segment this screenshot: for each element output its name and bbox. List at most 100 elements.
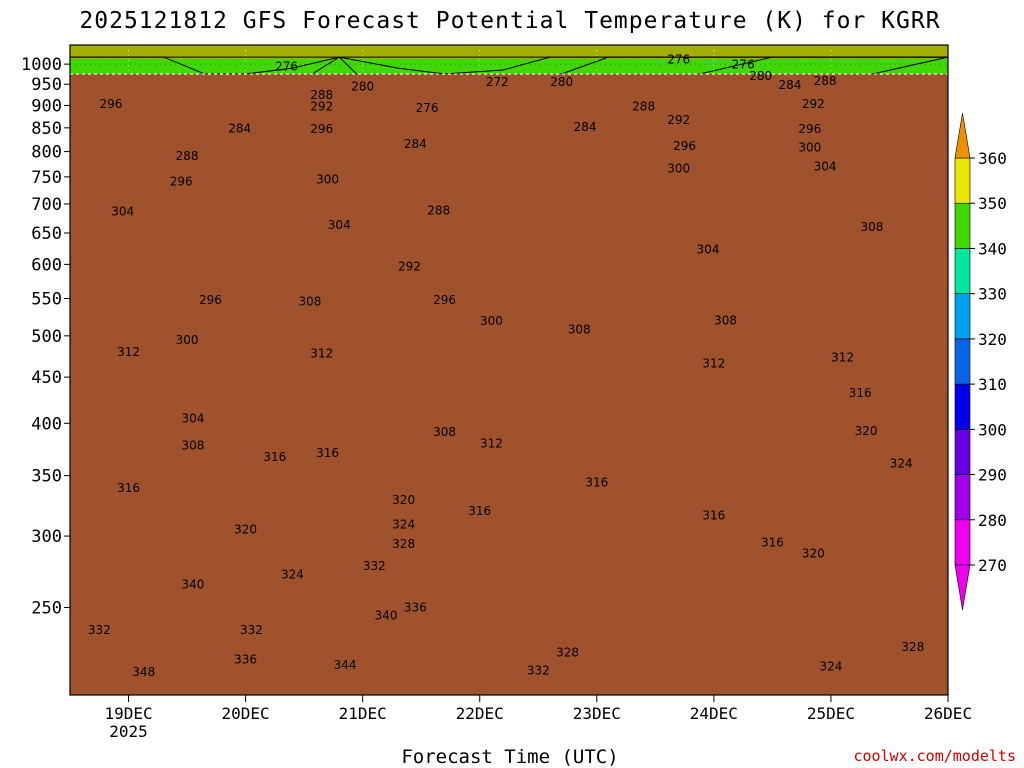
colorbar-label: 290 (978, 466, 1007, 485)
contour-label: 292 (802, 97, 825, 111)
credit-link[interactable]: coolwx.com/modelts (853, 747, 1016, 765)
contour-label: 340 (181, 578, 204, 592)
y-tick-label: 750 (31, 168, 62, 188)
contour-label: 328 (556, 645, 579, 659)
colorbar-segment-340 (954, 202, 971, 249)
contour-label: 296 (798, 122, 821, 136)
contour-label: 348 (132, 665, 155, 679)
contour-label: 316 (849, 386, 872, 400)
y-tick-label: 400 (31, 414, 62, 434)
colorbar-label: 350 (978, 194, 1007, 213)
contour-label: 304 (697, 243, 720, 257)
contour-label: 324 (281, 567, 304, 581)
contour-label: 284 (779, 78, 802, 92)
contour-label: 296 (310, 122, 333, 136)
contour-label: 316 (117, 481, 140, 495)
contour-label: 312 (310, 346, 333, 360)
y-tick-label: 650 (31, 224, 62, 244)
colorbar-segment-320 (954, 293, 971, 340)
colorbar-segment-270 (954, 519, 971, 566)
contour-label: 320 (392, 493, 415, 507)
y-tick-label: 550 (31, 289, 62, 309)
y-tick-label: 800 (31, 143, 62, 163)
x-tick-label: 25DEC (807, 704, 855, 723)
contour-label: 272 (486, 75, 509, 89)
y-tick-label: 850 (31, 119, 62, 139)
contour-label: 280 (351, 80, 374, 94)
colorbar-low-arrow (954, 564, 971, 611)
y-tick-label: 600 (31, 255, 62, 275)
colorbar-segment-310 (954, 338, 971, 385)
y-tick-label: 500 (31, 327, 62, 347)
contour-label: 316 (468, 504, 491, 518)
x-tick-label: 26DEC (924, 704, 972, 723)
colorbar: 270 280 290 300 310 320 330 340 350 360 (954, 112, 1007, 611)
colorbar-high-arrow (954, 112, 971, 159)
contour-label: 320 (802, 546, 825, 560)
contour-label: 276 (667, 52, 690, 66)
colorbar-segment-280 (954, 474, 971, 521)
contour-label: 284 (404, 137, 427, 151)
contour-label: 296 (199, 293, 222, 307)
contour-label: 316 (761, 536, 784, 550)
colorbar-label: 320 (978, 330, 1007, 349)
contour-label: 312 (480, 436, 503, 450)
theta-band-cap (70, 45, 948, 59)
contour-label: 276 (275, 59, 298, 73)
contour-label: 296 (100, 97, 123, 111)
contour-label: 316 (316, 446, 339, 460)
contour-label: 320 (855, 424, 878, 438)
terrain (70, 73, 948, 695)
contour-label: 288 (310, 88, 333, 102)
contour-label: 324 (392, 517, 415, 531)
x-tick-label: 21DEC (339, 704, 387, 723)
y-tick-label: 700 (31, 195, 62, 215)
contour-label: 300 (798, 141, 821, 155)
colorbar-segment-350 (954, 157, 971, 204)
contour-label: 332 (240, 623, 263, 637)
contour-label: 316 (702, 509, 725, 523)
contour-label: 336 (404, 601, 427, 615)
contour-label: 296 (433, 293, 456, 307)
colorbar-segment-330 (954, 248, 971, 294)
contour-label: 288 (176, 149, 199, 163)
contour-label: 284 (574, 120, 597, 134)
contour-label: 276 (732, 58, 755, 72)
x-tick-label: 23DEC (573, 704, 621, 723)
y-tick-label: 250 (31, 599, 62, 619)
colorbar-segment-300 (954, 383, 971, 430)
contour-label: 312 (831, 351, 854, 365)
contour-label: 340 (375, 608, 398, 622)
contour-label: 304 (111, 204, 134, 218)
contour-label: 328 (392, 537, 415, 551)
contour-label: 300 (480, 314, 503, 328)
contour-label: 284 (228, 121, 251, 135)
y-tick-label: 300 (31, 527, 62, 547)
contour-label: 332 (88, 623, 111, 637)
x-tick-sublabel: 2025 (109, 722, 148, 741)
colorbar-label: 270 (978, 556, 1007, 575)
plot-frame (69, 44, 949, 696)
colorbar-label: 330 (978, 285, 1007, 304)
contour-label: 300 (667, 162, 690, 176)
y-axis: 250 300 350 400 450 500 550 600 650 700 750 800 850 9… (21, 55, 70, 619)
contour-label: 312 (117, 345, 140, 359)
y-tick-label: 900 (31, 96, 62, 116)
contour-label: 308 (860, 220, 883, 234)
x-tick-label: 19DEC (104, 704, 152, 723)
contour-label: 292 (667, 113, 690, 127)
contour-label: 296 (170, 175, 193, 189)
contour-label: 304 (328, 218, 351, 232)
contour-label: 308 (181, 438, 204, 452)
contour-label: 316 (263, 450, 286, 464)
contour-label: 276 (416, 101, 439, 115)
contour-label: 308 (299, 294, 322, 308)
x-tick-label: 24DEC (690, 704, 738, 723)
contour-label: 328 (901, 640, 924, 654)
contour-label: 292 (398, 259, 421, 273)
contour-label: 316 (585, 475, 608, 489)
contour-label: 280 (550, 75, 573, 89)
colorbar-label: 360 (978, 149, 1007, 168)
y-tick-label: 350 (31, 467, 62, 487)
